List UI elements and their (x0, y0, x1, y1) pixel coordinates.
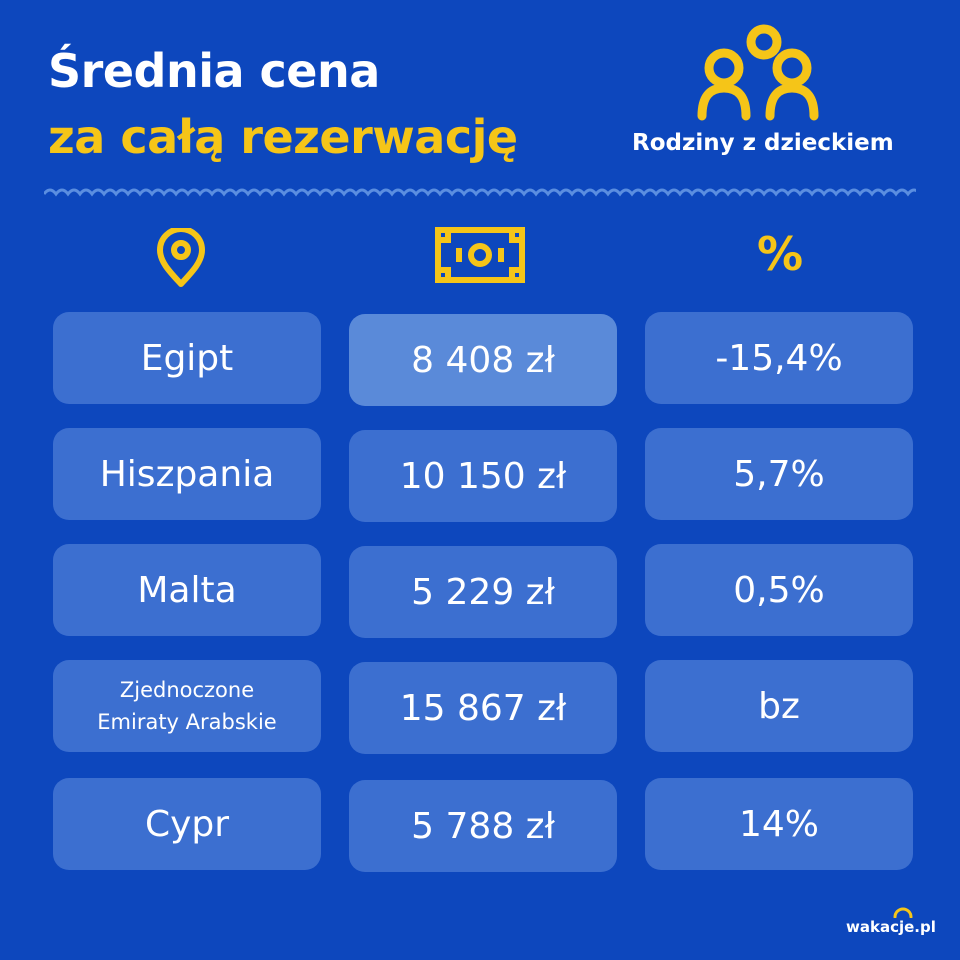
brand-logo: wakacje.pl (846, 918, 936, 936)
change-cell-spain: 5,7% (645, 428, 913, 520)
price-cell-spain: 10 150 zł (349, 430, 617, 522)
price-cell-cyprus: 5 788 zł (349, 780, 617, 872)
percent-header: % (756, 227, 804, 281)
destination-cell-malta: Malta (53, 544, 321, 636)
price-cell-malta: 5 229 zł (349, 546, 617, 638)
destination-cell-uae: Zjednoczone Emiraty Arabskie (53, 660, 321, 752)
destination-cell-spain: Hiszpania (53, 428, 321, 520)
location-pin-icon (157, 228, 205, 287)
change-cell-uae: bz (645, 660, 913, 752)
page-title-line-1: Średnia cena (48, 44, 380, 98)
destination-uae-line-1: Zjednoczone (119, 678, 255, 702)
change-cell-malta: 0,5% (645, 544, 913, 636)
change-cell-cyprus: 14% (645, 778, 913, 870)
price-cell-uae: 15 867 zł (349, 662, 617, 754)
logo-sun-icon (893, 907, 913, 918)
destination-cell-egypt: Egipt (53, 312, 321, 404)
change-cell-egypt: -15,4% (645, 312, 913, 404)
segment-label: Rodziny z dzieckiem (632, 130, 894, 156)
page-title-line-2: za całą rezerwację (48, 110, 518, 164)
destination-uae-line-2: Emiraty Arabskie (97, 710, 277, 734)
banknote-icon (435, 227, 525, 283)
destination-cell-cyprus: Cypr (53, 778, 321, 870)
price-cell-egypt: 8 408 zł (349, 314, 617, 406)
family-icon (697, 24, 819, 121)
wave-divider (44, 188, 916, 197)
